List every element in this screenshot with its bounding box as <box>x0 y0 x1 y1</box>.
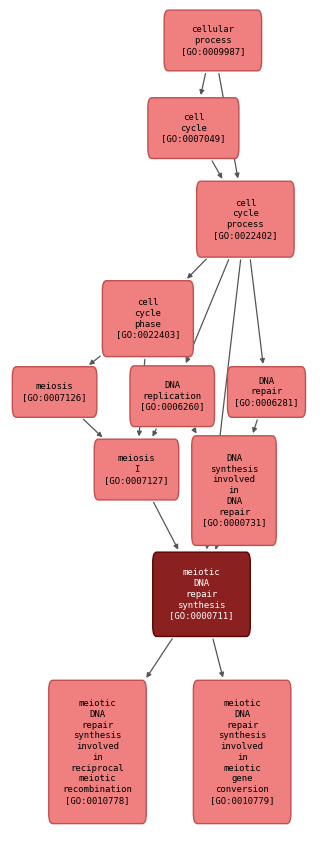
Text: cell
cycle
[GO:0007049]: cell cycle [GO:0007049] <box>161 113 226 143</box>
FancyBboxPatch shape <box>197 181 294 257</box>
Text: cellular
process
[GO:0009987]: cellular process [GO:0009987] <box>181 25 245 56</box>
FancyBboxPatch shape <box>148 98 239 158</box>
Text: DNA
repair
[GO:0006281]: DNA repair [GO:0006281] <box>234 377 299 407</box>
FancyBboxPatch shape <box>192 436 276 545</box>
FancyBboxPatch shape <box>49 680 146 824</box>
Text: DNA
synthesis
involved
in
DNA
repair
[GO:0000731]: DNA synthesis involved in DNA repair [GO… <box>202 454 266 528</box>
Text: DNA
replication
[GO:0006260]: DNA replication [GO:0006260] <box>140 381 204 411</box>
Text: meiosis
[GO:0007126]: meiosis [GO:0007126] <box>22 382 87 402</box>
FancyBboxPatch shape <box>12 367 97 417</box>
FancyBboxPatch shape <box>94 439 179 500</box>
FancyBboxPatch shape <box>153 552 250 636</box>
Text: cell
cycle
process
[GO:0022402]: cell cycle process [GO:0022402] <box>213 199 278 239</box>
FancyBboxPatch shape <box>130 366 214 427</box>
Text: meiotic
DNA
repair
synthesis
involved
in
reciprocal
meiotic
recombination
[GO:00: meiotic DNA repair synthesis involved in… <box>62 699 133 805</box>
FancyBboxPatch shape <box>227 367 306 417</box>
Text: meiosis
I
[GO:0007127]: meiosis I [GO:0007127] <box>104 454 169 485</box>
Text: cell
cycle
phase
[GO:0022403]: cell cycle phase [GO:0022403] <box>116 298 180 339</box>
FancyBboxPatch shape <box>164 10 262 71</box>
FancyBboxPatch shape <box>193 680 291 824</box>
Text: meiotic
DNA
repair
synthesis
involved
in
meiotic
gene
conversion
[GO:0010779]: meiotic DNA repair synthesis involved in… <box>210 699 274 805</box>
FancyBboxPatch shape <box>102 281 193 357</box>
Text: meiotic
DNA
repair
synthesis
[GO:0000711]: meiotic DNA repair synthesis [GO:0000711… <box>169 568 234 620</box>
